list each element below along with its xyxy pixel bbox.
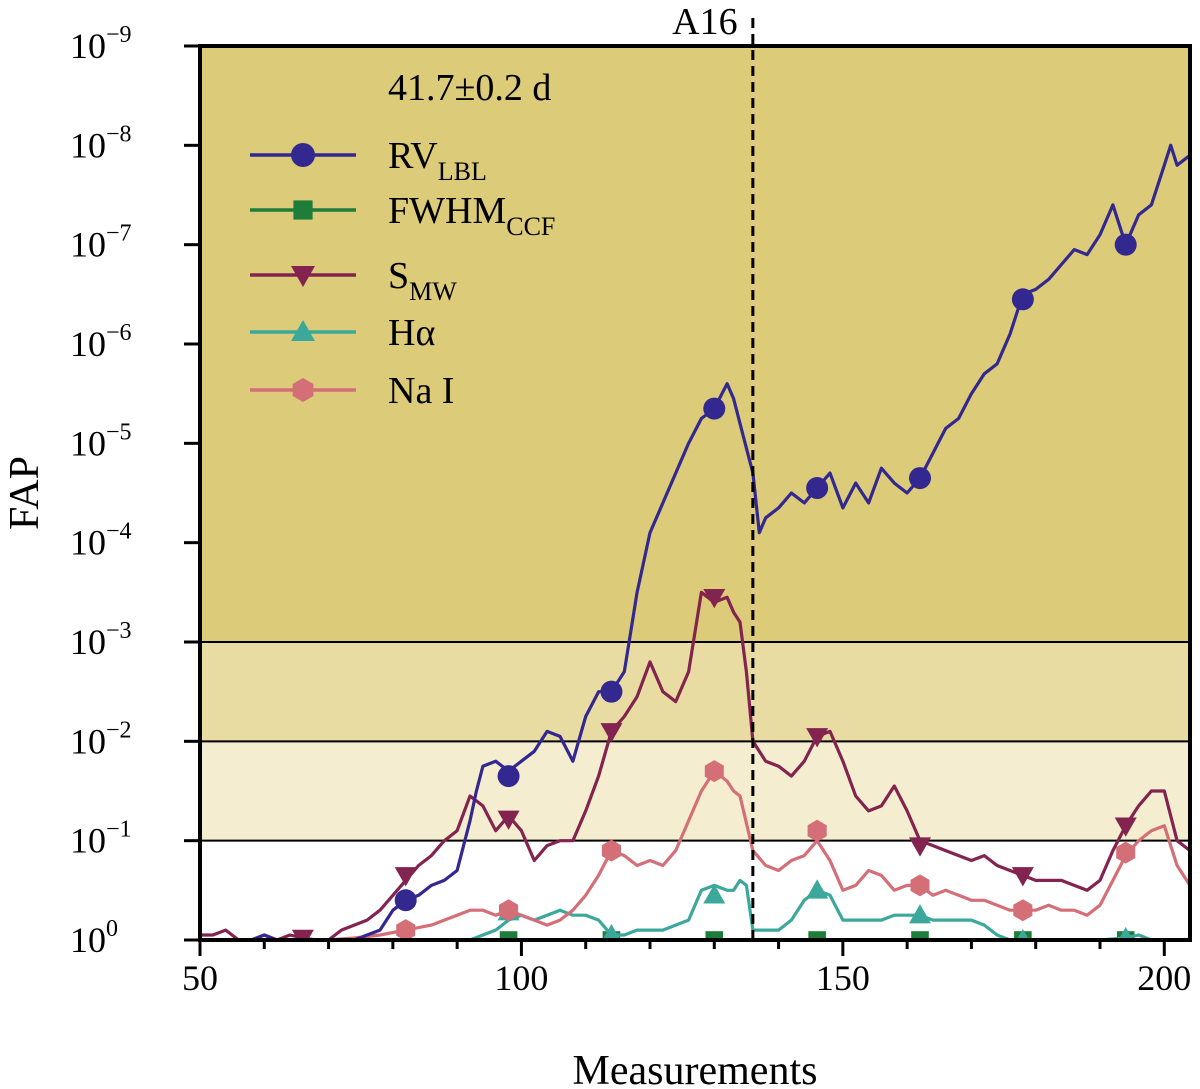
legend-label: Hα [388, 312, 435, 354]
legend-marker [291, 266, 315, 287]
series-4-marker [499, 899, 519, 922]
series-3-marker [1016, 929, 1030, 940]
series-0-marker [806, 477, 829, 500]
legend-marker [293, 200, 313, 220]
x-tick-label: 200 [1137, 958, 1191, 998]
series-2-marker [497, 810, 520, 830]
legend-label: FWHMCCF [388, 190, 555, 241]
series-line-3 [200, 878, 1190, 940]
legend-marker [291, 320, 315, 341]
legend-item-4: Na I [250, 370, 454, 412]
series-3-marker [703, 884, 726, 904]
y-tick-label: 10−5 [70, 419, 132, 463]
y-axis-title: FAP [2, 456, 48, 530]
y-tick-label: 10−7 [70, 221, 132, 265]
period-label: 41.7±0.2 d [388, 67, 551, 109]
series-2 [200, 589, 1190, 940]
x-axis-ticks: 50 100 150 200 [182, 940, 1191, 998]
y-tick-label: 10−3 [70, 618, 132, 662]
y-tick-label: 10−9 [70, 22, 132, 66]
series-4-marker [807, 819, 827, 842]
legend-marker [291, 143, 315, 167]
series-line-4 [200, 769, 1190, 940]
series-0-marker [909, 467, 931, 490]
legend-item-3: Hα [250, 312, 435, 354]
y-tick-label: 100 [70, 916, 118, 960]
y-tick-label: 10−2 [70, 717, 132, 761]
series-layer [200, 143, 1190, 940]
series-0-marker [1114, 233, 1137, 256]
legend-label: Na I [388, 370, 454, 412]
series-0 [200, 143, 1190, 940]
legend-item-0: RVLBL [250, 135, 487, 186]
series-0-marker [703, 397, 726, 420]
y-tick-label: 10−4 [70, 519, 132, 563]
series-4-marker [396, 919, 416, 940]
series-3-marker [1118, 927, 1134, 940]
series-2-marker [291, 929, 314, 940]
legend-marker [292, 378, 314, 402]
series-3-marker [909, 904, 931, 924]
x-tick-label: 50 [182, 958, 218, 998]
series-1-marker [499, 931, 518, 940]
significance-band-1 [200, 642, 1190, 742]
series-0-marker [1011, 288, 1034, 311]
y-tick-label: 10−8 [70, 121, 132, 165]
legend-label: RVLBL [388, 135, 487, 186]
significance-band-2 [200, 741, 1190, 841]
plot-frame [198, 44, 1192, 942]
series-0-marker [394, 889, 417, 912]
a16-label: A16 [672, 1, 737, 43]
significance-band-0 [200, 46, 1190, 642]
series-2-marker [909, 837, 931, 857]
series-1-marker [705, 931, 724, 940]
legend-item-2: SMW [250, 255, 457, 306]
x-tick-label: 100 [494, 958, 548, 998]
series-3-marker [602, 924, 621, 940]
y-axis-ticks: 100 10−1 10−2 10−3 10−4 10−5 10−6 10−7 10−8 10−9 [70, 22, 200, 960]
series-2-marker [1011, 867, 1034, 887]
y-tick-label: 10−6 [70, 320, 132, 364]
series-0-marker [600, 680, 623, 703]
series-0-marker [497, 765, 520, 788]
series-4-marker [1116, 841, 1136, 864]
series-3-marker [806, 879, 829, 899]
series-1-marker [808, 931, 826, 940]
series-4 [200, 760, 1190, 940]
series-2-marker [394, 867, 417, 887]
series-1-marker [911, 931, 929, 940]
series-4-marker [910, 874, 930, 897]
series-2-marker [600, 723, 623, 743]
significance-bands [200, 46, 1190, 842]
series-4-marker [1013, 899, 1033, 922]
series-2-marker [806, 728, 829, 748]
series-2-marker [1114, 817, 1137, 837]
legend-item-1: FWHMCCF [250, 190, 555, 241]
series-4-marker [704, 760, 724, 783]
series-4-marker [601, 839, 621, 862]
x-axis-title: Measurements [573, 1048, 818, 1089]
legend-label: SMW [388, 255, 457, 306]
series-2-marker [703, 589, 726, 609]
x-tick-label: 150 [816, 958, 870, 998]
y-tick-label: 10−1 [70, 817, 132, 861]
